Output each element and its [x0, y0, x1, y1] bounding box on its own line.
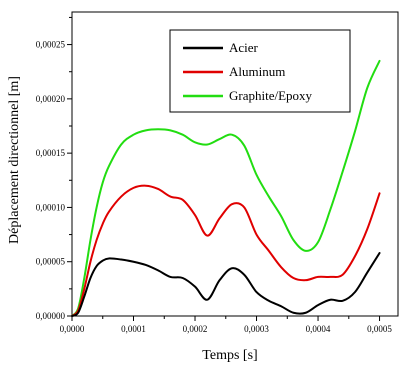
series-lines	[71, 59, 381, 317]
x-axis-title: Temps [s]	[202, 348, 257, 363]
y-tick-label: 0,00005	[36, 257, 66, 267]
y-tick-label: 0,00000	[36, 311, 66, 321]
x-tick-label: 0,0000	[60, 324, 85, 334]
series-line-graphite-epoxy	[71, 59, 381, 317]
x-tick-label: 0,0001	[121, 324, 146, 334]
x-axis-ticks: 0,0000 0,0001 0,0002 0,0003 0,0004 0,0005	[60, 316, 392, 334]
y-tick-label: 0,00015	[36, 148, 66, 158]
x-tick-label: 0,0003	[244, 324, 269, 334]
legend-label-graphite-epoxy: Graphite/Epoxy	[229, 88, 313, 103]
x-tick-label: 0,0005	[367, 324, 392, 334]
legend-label-aluminum: Aluminum	[229, 64, 285, 79]
plot-frame	[71, 11, 399, 317]
y-axis-title: Déplacement directionnel [m]	[7, 76, 22, 244]
series-line-aluminum	[71, 184, 381, 317]
y-axis-ticks: 0,00000 0,00005 0,00010 0,00015 0,00020 0,000…	[36, 16, 72, 321]
y-tick-label: 0,00025	[36, 40, 66, 50]
legend-box	[169, 29, 351, 113]
series-line-acier	[71, 252, 381, 317]
legend: Acier Aluminum Graphite/Epoxy	[169, 29, 351, 113]
x-tick-label: 0,0004	[306, 324, 331, 334]
y-tick-label: 0,00010	[36, 202, 66, 212]
plot-border	[71, 11, 399, 317]
y-tick-label: 0,00020	[36, 94, 66, 104]
legend-label-acier: Acier	[229, 40, 259, 55]
x-tick-label: 0,0002	[183, 324, 208, 334]
